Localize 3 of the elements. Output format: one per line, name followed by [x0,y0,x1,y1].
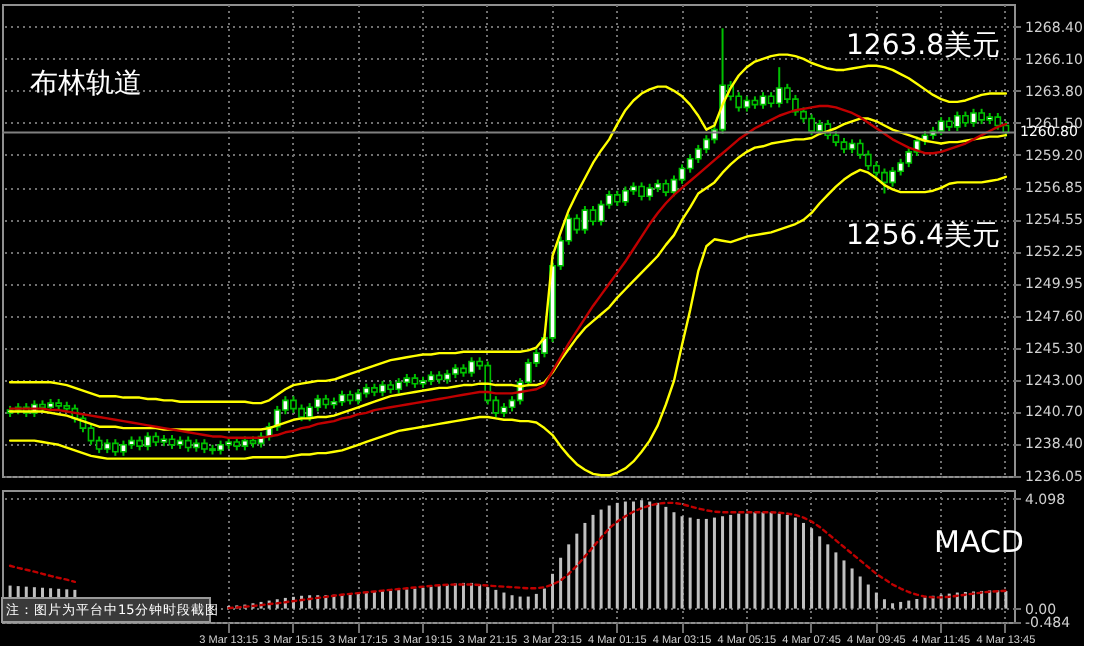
annotation: 1256.4美元 [846,220,1000,252]
annotation: 布林轨道 [30,68,142,100]
annotation: 1263.8美元 [846,30,1000,62]
